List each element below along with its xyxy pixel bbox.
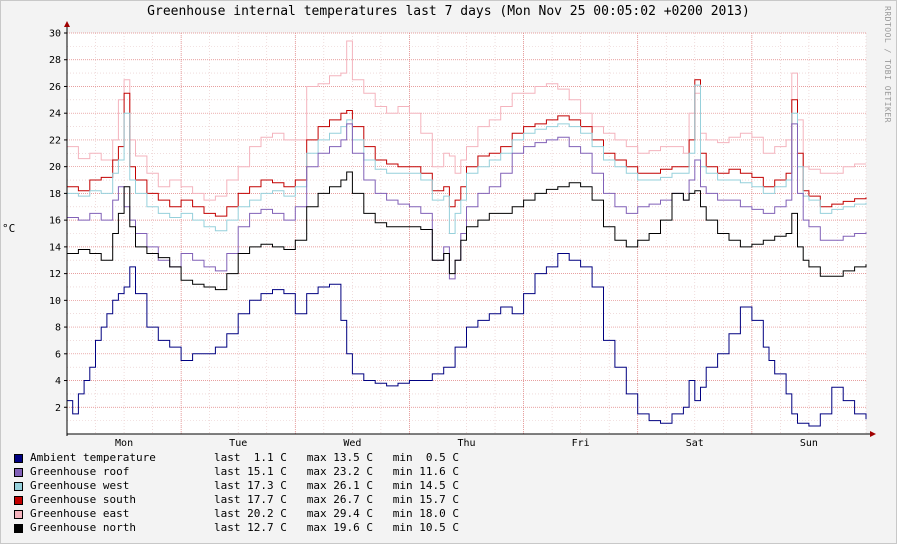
y-tick-label: 18: [49, 189, 61, 200]
legend-entry: Greenhouse south last 17.7 C max 26.7 C m…: [14, 493, 459, 507]
legend-entry: Greenhouse north last 12.7 C max 19.6 C m…: [14, 521, 459, 535]
legend-swatch: [14, 481, 23, 491]
legend-series-name: Greenhouse east: [30, 507, 130, 520]
y-tick-label: 12: [49, 269, 61, 280]
x-tick-label: Sun: [800, 438, 818, 449]
legend-swatch: [14, 453, 23, 463]
y-tick-label: 10: [49, 296, 61, 307]
legend-series-name: Greenhouse roof: [30, 465, 130, 478]
series-line: [67, 253, 867, 427]
legend-entry: Greenhouse east last 20.2 C max 29.4 C mi…: [14, 507, 459, 521]
legend-series-name: Greenhouse south: [30, 493, 136, 506]
y-tick-label: 2: [55, 403, 61, 414]
y-tick-label: 28: [49, 55, 61, 66]
legend-series-stats: last 20.2 C max 29.4 C min 18.0 C: [214, 507, 460, 520]
y-tick-label: 20: [49, 162, 61, 173]
y-tick-label: 6: [55, 349, 61, 360]
x-tick-label: Wed: [343, 438, 361, 449]
chart-title: Greenhouse internal temperatures last 7 …: [147, 4, 750, 19]
y-tick-label: 26: [49, 82, 61, 93]
legend-series-stats: last 12.7 C max 19.6 C min 10.5 C: [214, 521, 460, 534]
legend-series-name: Greenhouse west: [30, 479, 130, 492]
x-axis-arrow: [870, 431, 876, 437]
legend-entry: Greenhouse roof last 15.1 C max 23.2 C mi…: [14, 465, 459, 479]
legend-series-name: Ambient temperature: [30, 451, 156, 464]
y-tick-label: 16: [49, 216, 61, 227]
legend-series-stats: last 17.7 C max 26.7 C min 15.7 C: [214, 493, 460, 506]
series-line: [67, 84, 867, 234]
y-tick-label: 22: [49, 135, 61, 146]
legend-swatch: [14, 509, 23, 519]
y-tick-label: 30: [49, 29, 61, 40]
rrdtool-credit: RRDTOOL / TOBI OETIKER: [883, 6, 892, 123]
legend: Ambient temperature last 1.1 C max 13.5 C…: [14, 451, 459, 535]
legend-series-stats: last 15.1 C max 23.2 C min 11.6 C: [214, 465, 460, 478]
legend-swatch: [14, 523, 23, 533]
x-tick-label: Mon: [115, 438, 133, 449]
legend-swatch: [14, 467, 23, 477]
x-tick-label: Tue: [229, 438, 247, 449]
y-tick-label: 8: [55, 323, 61, 334]
series-line: [67, 40, 866, 201]
legend-entry: Ambient temperature last 1.1 C max 13.5 C…: [14, 451, 459, 465]
legend-series-stats: last 17.3 C max 26.1 C min 14.5 C: [214, 479, 460, 492]
legend-series-stats: last 1.1 C max 13.5 C min 0.5 C: [214, 451, 460, 464]
legend-series-name: Greenhouse north: [30, 521, 136, 534]
x-tick-label: Thu: [457, 438, 475, 449]
y-tick-label: 14: [49, 242, 61, 253]
y-axis-label: °C: [2, 222, 16, 235]
series-line: [67, 79, 867, 217]
x-tick-label: Fri: [572, 438, 590, 449]
series-line: [67, 123, 867, 280]
y-tick-label: 4: [55, 376, 61, 387]
series-line: [67, 171, 867, 291]
legend-swatch: [14, 495, 23, 505]
legend-entry: Greenhouse west last 17.3 C max 26.1 C mi…: [14, 479, 459, 493]
x-tick-label: Sat: [686, 438, 704, 449]
y-axis-arrow: [64, 21, 70, 27]
y-tick-label: 24: [49, 109, 61, 120]
